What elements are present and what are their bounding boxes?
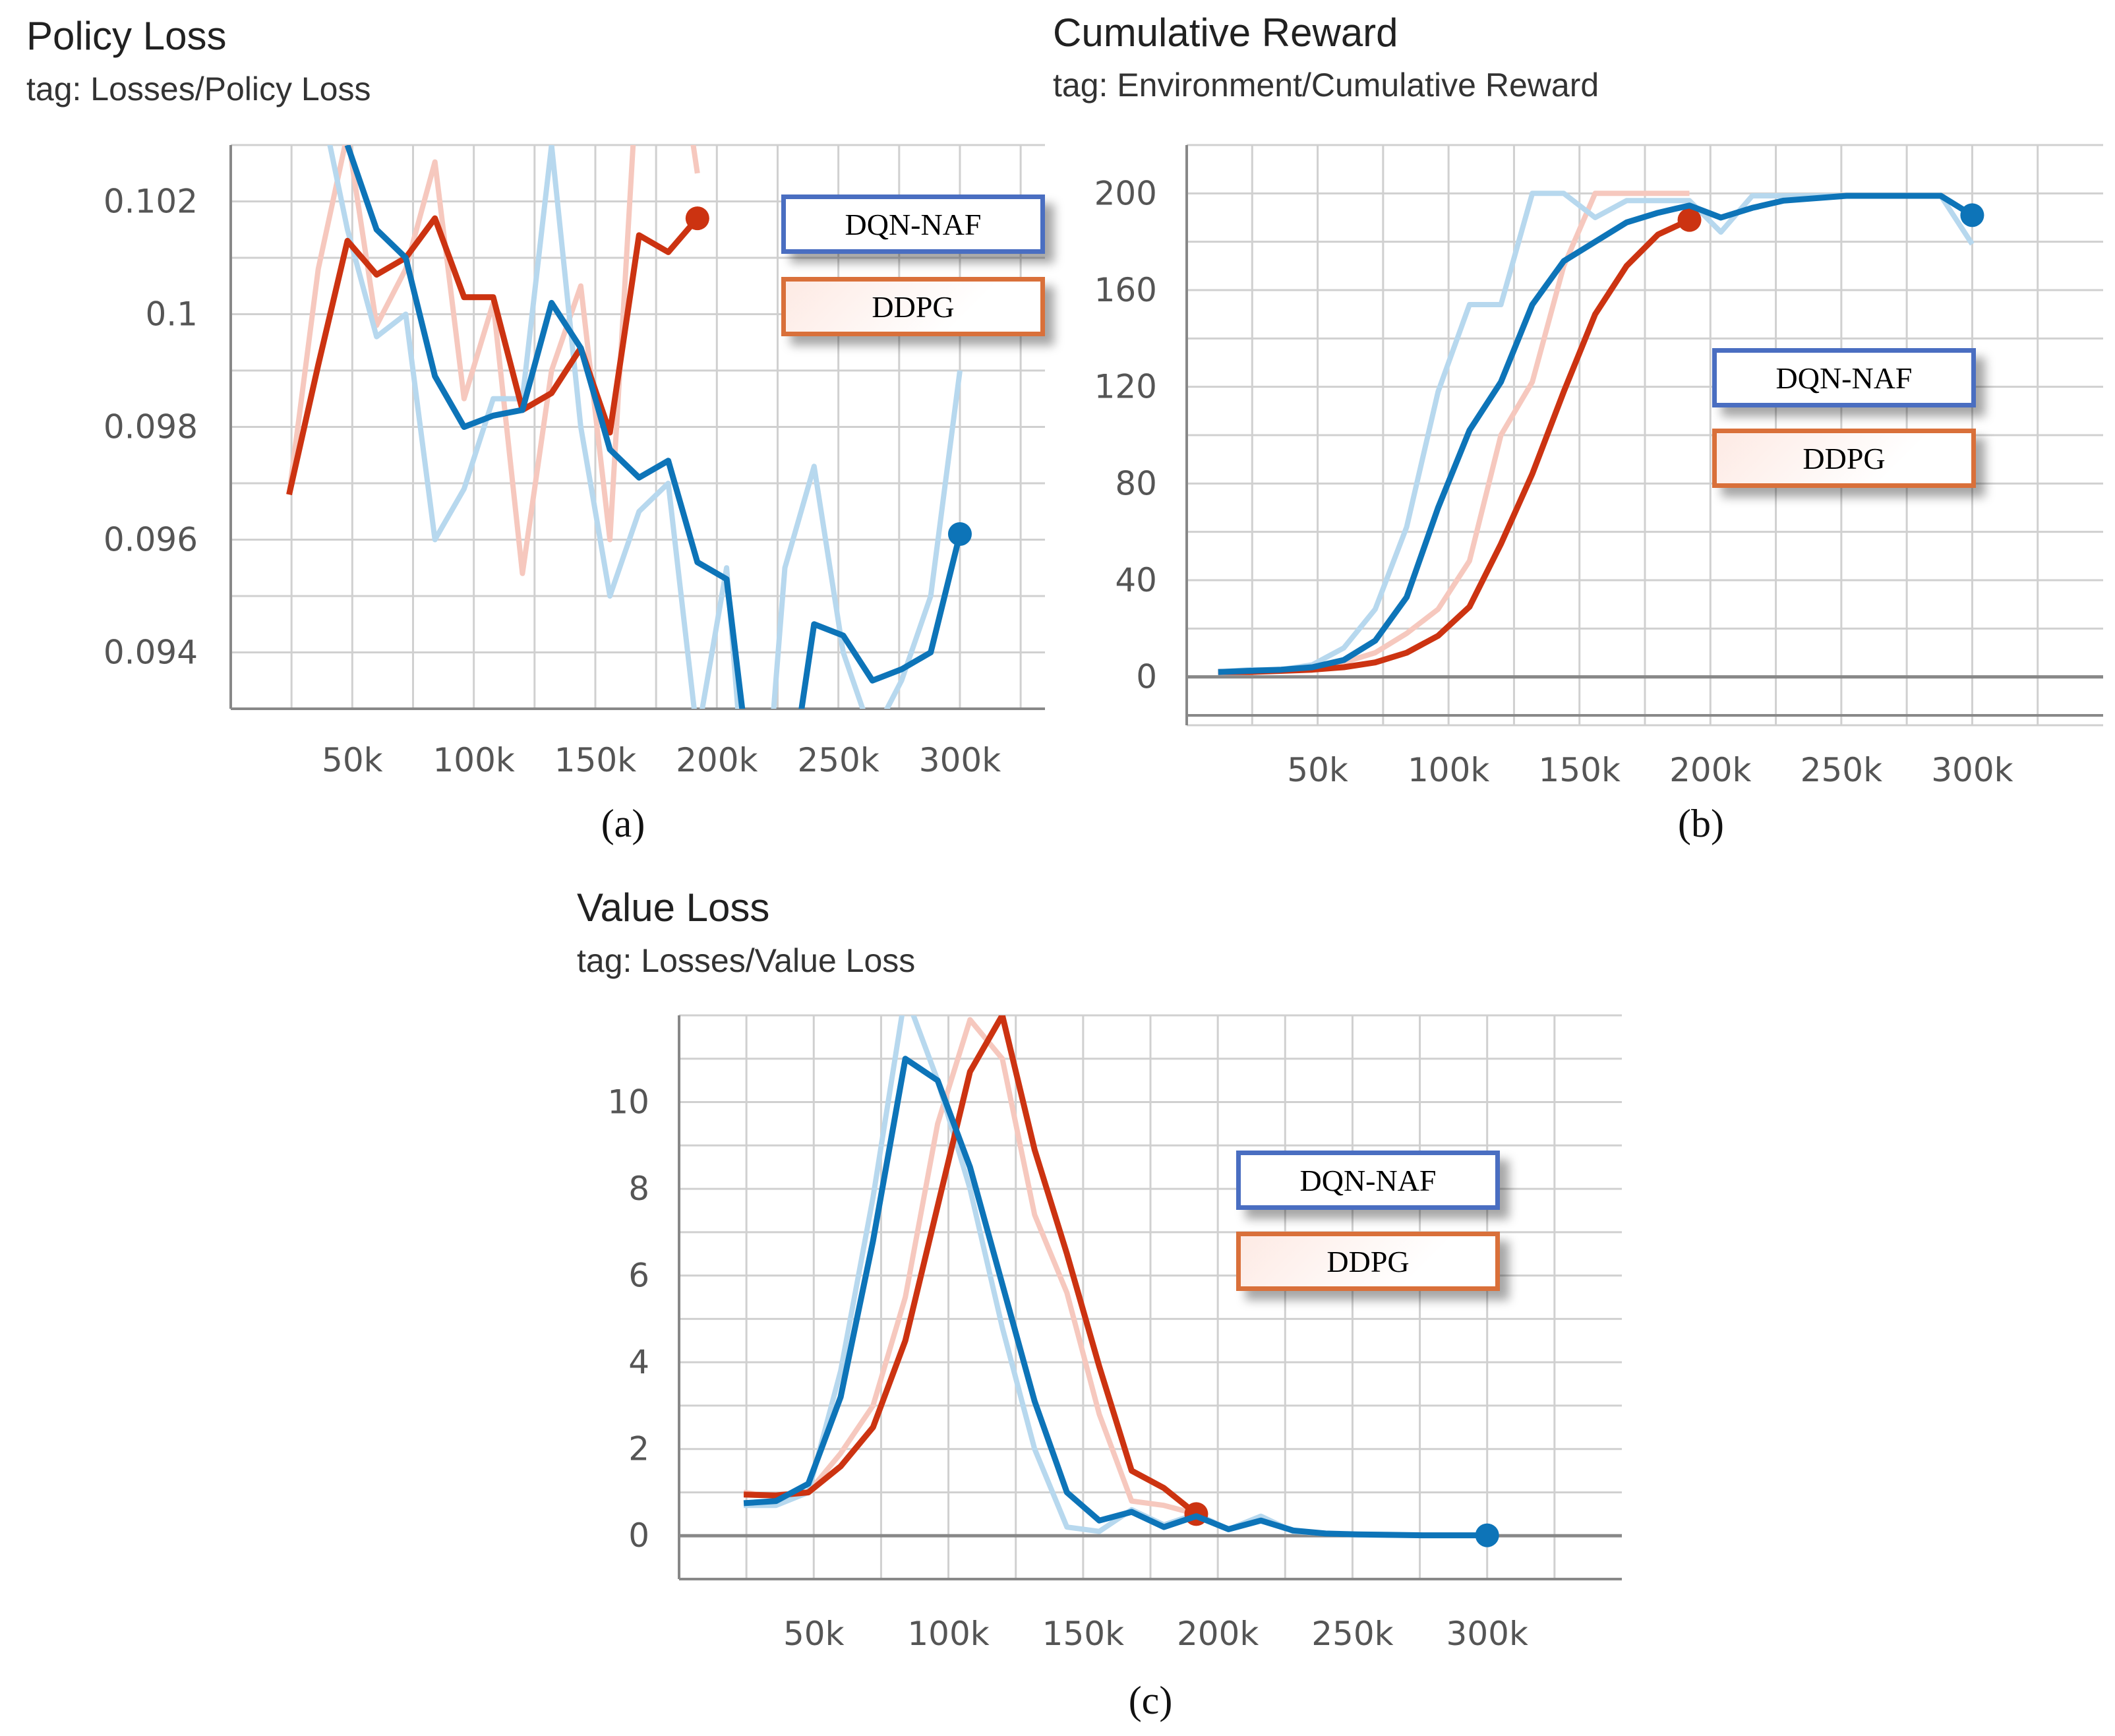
chart-c-legend-ddpg: DDPG <box>1236 1232 1500 1291</box>
chart-a-y-tick-label: 0.094 <box>104 634 198 672</box>
chart-c-y-tick-label: 10 <box>607 1083 649 1122</box>
chart-b-y-tick-label: 120 <box>1094 368 1157 406</box>
chart-c-plot: 0 2 4 6 8 10 50k 100k 150k 200k 250k 300k <box>607 1014 1622 1653</box>
chart-a-marker-ddpg <box>685 206 709 231</box>
chart-a-y-tick-label: 0.096 <box>104 521 198 559</box>
chart-b-title: Cumulative Reward <box>1053 11 1398 55</box>
chart-b-y-tick-label: 40 <box>1115 561 1157 599</box>
chart-b-series-ddpg-raw <box>1218 191 1690 675</box>
chart-c-y-tick-label: 4 <box>628 1343 649 1381</box>
chart-b-y-tick-label: 160 <box>1094 271 1157 309</box>
chart-c-x-tick-label: 150k <box>1042 1615 1124 1653</box>
chart-c-y-tick-label: 2 <box>628 1430 649 1468</box>
chart-c-y-tick-label: 6 <box>628 1257 649 1295</box>
chart-c-caption: (c) <box>1128 1679 1173 1722</box>
chart-a-x-tick-label: 100k <box>432 741 514 779</box>
chart-a-x-tick-label: 200k <box>676 741 758 779</box>
chart-c-y-tick-label: 8 <box>628 1170 649 1208</box>
chart-a-series-dqn-naf-raw <box>327 145 963 709</box>
chart-b-series-dqn-naf <box>1218 193 1974 675</box>
chart-b-series-ddpg <box>1218 217 1691 675</box>
chart-b-tag: tag: Environment/Cumulative Reward <box>1053 67 1599 104</box>
chart-c-title: Value Loss <box>577 885 770 930</box>
chart-b-plot: 0 40 80 120 160 200 50k 100k 150k 200k 250k 300k <box>1094 144 2103 789</box>
chart-a-series-ddpg <box>286 215 700 496</box>
chart-b-x-tick-label: 250k <box>1801 751 1882 789</box>
chart-c-y-tick-label: 0 <box>628 1516 649 1555</box>
chart-b-y-tick-label: 80 <box>1115 464 1157 502</box>
chart-c-tag: tag: Losses/Value Loss <box>577 942 916 979</box>
chart-a-legend-naf: DQN-NAF <box>781 195 1045 254</box>
chart-b-x-tick-label: 200k <box>1669 751 1751 789</box>
chart-a-series-dqn-naf <box>344 145 963 709</box>
chart-b-x-tick-label: 50k <box>1287 751 1348 789</box>
chart-a-marker-dqn-naf <box>947 522 972 546</box>
chart-c-series-ddpg <box>743 1015 1199 1516</box>
chart-a-title: Policy Loss <box>26 14 227 58</box>
chart-a-caption: (a) <box>601 802 645 845</box>
chart-c-series-dqn-naf <box>743 1056 1487 1539</box>
chart-c-marker-dqn-naf <box>1475 1523 1499 1547</box>
chart-b-y-tick-label: 0 <box>1136 658 1157 696</box>
chart-c-x-tick-label: 250k <box>1311 1615 1393 1653</box>
chart-b-x-tick-label: 100k <box>1408 751 1489 789</box>
chart-a-legend-ddpg: DDPG <box>781 277 1045 336</box>
chart-c-x-tick-label: 100k <box>907 1615 989 1653</box>
chart-a-x-tick-label: 300k <box>919 741 1001 779</box>
chart-c-x-tick-label: 50k <box>783 1615 845 1653</box>
chart-b-marker-dqn-naf <box>1960 203 1984 227</box>
chart-b-y-tick-label: 200 <box>1094 174 1157 212</box>
chart-a-x-tick-label: 50k <box>322 741 383 779</box>
chart-a-y-tick-label: 0.102 <box>104 183 198 221</box>
chart-c-legend-naf: DQN-NAF <box>1236 1151 1500 1210</box>
chart-a-x-tick-label: 150k <box>554 741 636 779</box>
chart-a-y-tick-label: 0.1 <box>145 295 198 334</box>
chart-b-x-tick-label: 150k <box>1539 751 1621 789</box>
chart-a-x-tick-label: 250k <box>797 741 879 779</box>
chart-a-y-tick-label: 0.098 <box>104 408 198 446</box>
chart-c-series-ddpg-raw <box>743 1017 1197 1517</box>
chart-c-x-tick-label: 200k <box>1177 1615 1259 1653</box>
chart-b-legend-naf: DQN-NAF <box>1712 348 1976 407</box>
chart-a-tag: tag: Losses/Policy Loss <box>26 71 371 107</box>
chart-c-x-tick-label: 300k <box>1446 1615 1528 1653</box>
chart-b-legend-ddpg: DDPG <box>1712 429 1976 488</box>
chart-b-caption: (b) <box>1678 802 1724 845</box>
chart-b-marker-ddpg <box>1677 208 1702 232</box>
chart-b-x-tick-label: 300k <box>1931 751 2013 789</box>
